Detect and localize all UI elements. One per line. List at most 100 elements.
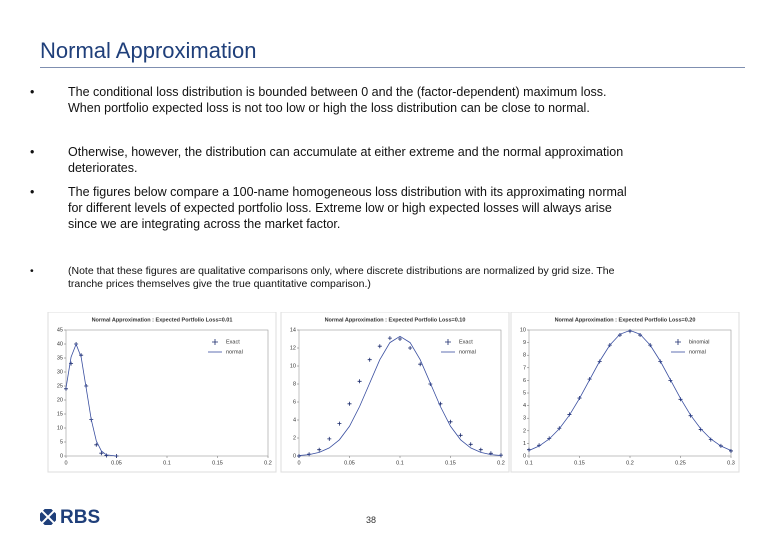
y-tick-label: 30 — [57, 369, 63, 375]
marker — [617, 333, 622, 338]
y-tick-label: 4 — [523, 403, 526, 409]
bullet-text: (Note that these figures are qualitative… — [68, 265, 615, 290]
legend-label: normal — [459, 349, 476, 355]
y-tick-label: 2 — [523, 428, 526, 434]
bullet: • (Note that these figures are qualitativ… — [30, 265, 630, 291]
y-tick-label: 25 — [57, 383, 63, 389]
marker — [347, 401, 352, 406]
y-tick-label: 0 — [523, 453, 526, 459]
y-tick-label: 20 — [57, 397, 63, 403]
bullet-marker: • — [30, 185, 35, 199]
legend-label: normal — [226, 349, 243, 355]
marker — [387, 336, 392, 341]
marker — [458, 433, 463, 438]
logo: RBS — [60, 507, 101, 528]
bullet: • Otherwise, however, the distribution ca… — [30, 144, 630, 176]
chart-title: Normal Approximation : Expected Portfoli… — [325, 317, 466, 323]
y-tick-label: 3 — [523, 416, 526, 422]
marker — [638, 333, 643, 338]
normal-curve — [65, 343, 117, 457]
x-tick-label: 0.3 — [727, 460, 735, 466]
bullet-marker: • — [30, 85, 35, 99]
marker — [418, 362, 423, 367]
logo-mark — [40, 509, 56, 525]
marker — [729, 448, 733, 453]
x-tick-label: 0.05 — [111, 460, 122, 466]
y-tick-label: 45 — [57, 327, 63, 333]
y-tick-label: 6 — [523, 378, 526, 384]
normal-curve — [298, 335, 502, 456]
legend-symbol — [212, 339, 218, 345]
y-tick-label: 5 — [60, 439, 63, 445]
y-tick-label: 10 — [57, 425, 63, 431]
plot-area — [298, 329, 502, 457]
y-tick-label: 8 — [523, 353, 526, 359]
y-tick-label: 8 — [293, 381, 296, 387]
bullet: • The conditional loss distribution is bo… — [30, 84, 630, 116]
y-tick-label: 6 — [293, 399, 296, 405]
y-tick-label: 0 — [60, 453, 63, 459]
x-tick-label: 0.2 — [497, 460, 505, 466]
plot-area — [65, 329, 269, 457]
y-tick-label: 7 — [523, 365, 526, 371]
bullet-text: The figures below compare a 100-name hom… — [68, 185, 627, 231]
marker — [547, 436, 552, 441]
y-tick-label: 14 — [290, 327, 296, 333]
x-tick-label: 0.1 — [396, 460, 404, 466]
y-tick-label: 10 — [290, 363, 296, 369]
x-tick-label: 0.05 — [344, 460, 355, 466]
marker — [317, 447, 322, 452]
y-tick-label: 12 — [290, 345, 296, 351]
x-tick-label: 0.2 — [264, 460, 272, 466]
bullet-marker: • — [30, 145, 35, 159]
marker — [367, 357, 372, 362]
marker — [408, 346, 413, 350]
slide-title: Normal Approximation — [40, 38, 257, 63]
x-tick-label: 0 — [64, 460, 67, 466]
marker — [377, 344, 382, 349]
x-tick-label: 0.2 — [626, 460, 634, 466]
legend-label: normal — [689, 349, 706, 355]
x-tick-label: 0.15 — [212, 460, 223, 466]
bullet-text: Otherwise, however, the distribution can… — [68, 145, 624, 175]
y-tick-label: 35 — [57, 355, 63, 361]
y-tick-label: 15 — [57, 411, 63, 417]
bullet-text: The conditional loss distribution is bou… — [68, 85, 607, 115]
bullet-marker: • — [30, 265, 34, 277]
marker — [398, 337, 402, 341]
marker — [468, 442, 473, 447]
y-tick-label: 1 — [523, 441, 526, 447]
x-tick-label: 0.15 — [574, 460, 585, 466]
x-tick-label: 0.1 — [525, 460, 533, 466]
x-tick-label: 0 — [297, 460, 300, 466]
plot-area — [528, 329, 732, 457]
y-tick-label: 0 — [293, 453, 296, 459]
marker — [337, 421, 342, 426]
x-tick-label: 0.15 — [445, 460, 456, 466]
marker — [478, 447, 483, 452]
legend-symbol — [675, 339, 681, 345]
legend-symbol — [445, 339, 451, 345]
legend-label: Exact — [226, 339, 240, 345]
y-tick-label: 40 — [57, 341, 63, 347]
x-tick-label: 0.25 — [675, 460, 686, 466]
marker — [99, 451, 104, 456]
legend-label: binomial — [689, 339, 709, 345]
chart-title: Normal Approximation : Expected Portfoli… — [92, 317, 233, 323]
marker — [448, 419, 453, 424]
y-tick-label: 10 — [520, 327, 526, 333]
y-tick-label: 4 — [293, 417, 296, 423]
y-tick-label: 2 — [293, 435, 296, 441]
charts: Normal Approximation : Expected Portfoli… — [47, 312, 740, 473]
marker — [104, 453, 109, 458]
normal-curve — [528, 329, 732, 451]
page-number: 38 — [366, 515, 377, 525]
bullet: • The figures below compare a 100-name ho… — [30, 184, 630, 232]
x-tick-label: 0.1 — [163, 460, 171, 466]
legend-label: Exact — [459, 339, 473, 345]
marker — [297, 454, 301, 458]
y-tick-label: 9 — [523, 340, 526, 346]
marker — [94, 442, 99, 447]
y-tick-label: 5 — [523, 390, 526, 396]
